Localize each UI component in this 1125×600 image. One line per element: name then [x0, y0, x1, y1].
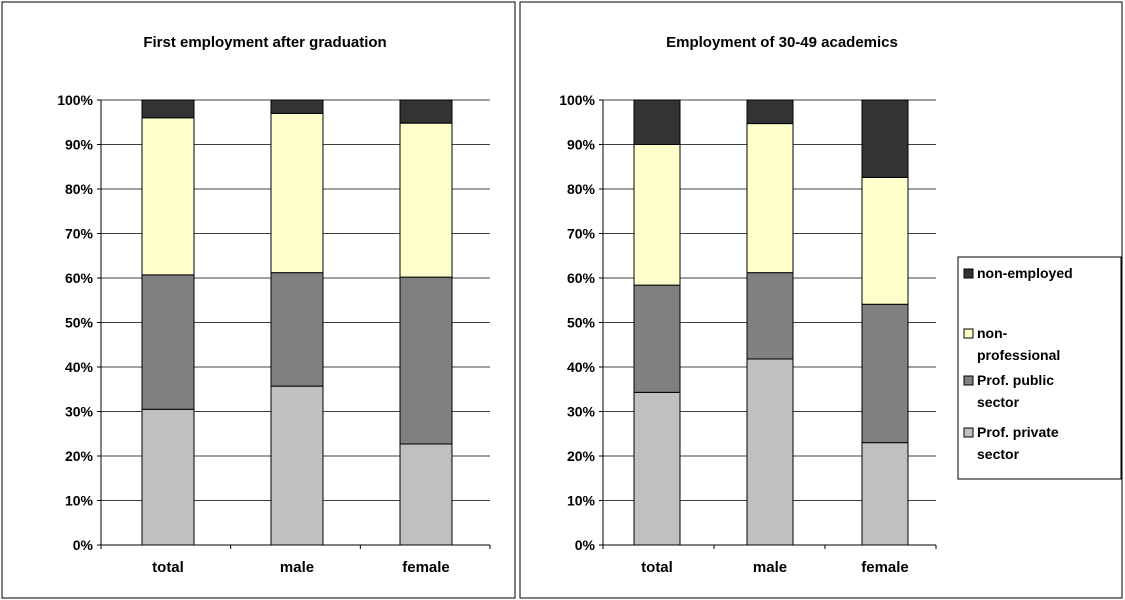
legend-label: Prof. public [977, 372, 1054, 388]
x-category-label: female [861, 559, 909, 576]
bar-segment-non-professional [270, 112, 324, 274]
bar-segment-prof-public [861, 303, 909, 444]
bar-segment-non-employed [633, 99, 681, 145]
y-tick-label: 80% [65, 181, 94, 197]
y-tick-label: 30% [65, 404, 94, 420]
legend-swatch-non-employed [963, 268, 974, 279]
y-tick-label: 60% [65, 270, 94, 286]
legend-label: non-employed [977, 265, 1073, 281]
bar-segment-non-employed [746, 99, 794, 125]
y-tick-label: 50% [567, 315, 596, 331]
y-tick-label: 30% [567, 404, 596, 420]
y-tick-label: 0% [73, 537, 94, 553]
bar-segment-non-professional [633, 144, 681, 286]
legend-box [957, 256, 1122, 480]
legend: non-employed non-professional Prof. public… [957, 256, 1122, 480]
y-tick-label: 70% [65, 226, 94, 242]
y-tick-label: 10% [65, 493, 94, 509]
x-category-label: male [280, 559, 314, 576]
x-category-label: total [152, 559, 184, 576]
legend-label: professional [977, 347, 1060, 363]
legend-label: Prof. private [977, 424, 1059, 440]
legend-label: sector [977, 394, 1020, 410]
bar-segment-prof-private [399, 443, 453, 546]
chart-2-plot-area: 0% 10% 20% 30% 40% 50% 60% 70% 80% 90% 100% total ma… [559, 92, 937, 576]
y-tick-label: 90% [567, 137, 596, 153]
bar-segment-non-professional [861, 176, 909, 305]
bar-segment-prof-private [861, 442, 909, 546]
legend-swatch-prof-private [963, 427, 974, 438]
y-tick-label: 40% [567, 359, 596, 375]
y-tick-label: 80% [567, 181, 596, 197]
bar-segment-non-professional [141, 117, 195, 276]
bar-segment-prof-private [746, 358, 794, 546]
y-tick-label: 20% [567, 448, 596, 464]
chart-1-title: First employment after graduation [143, 34, 386, 51]
bar-segment-non-employed [399, 99, 453, 124]
chart-2-title: Employment of 30-49 academics [666, 34, 898, 51]
y-tick-label: 70% [567, 226, 596, 242]
y-tick-label: 20% [65, 448, 94, 464]
bar-segment-non-employed [861, 99, 909, 178]
bar-segment-prof-public [633, 284, 681, 393]
y-tick-label: 100% [559, 92, 595, 108]
bar-segment-prof-public [270, 272, 324, 387]
legend-swatch-non-professional [963, 328, 974, 339]
y-tick-label: 40% [65, 359, 94, 375]
bar-segment-prof-public [141, 274, 195, 410]
y-tick-label: 50% [65, 315, 94, 331]
bar-segment-prof-private [141, 408, 195, 546]
y-tick-label: 10% [567, 493, 596, 509]
bar-segment-non-employed [141, 99, 195, 119]
x-category-label: female [402, 559, 450, 576]
legend-label: non- [977, 325, 1008, 341]
bar-segment-prof-public [746, 272, 794, 360]
bar-segment-non-professional [746, 123, 794, 274]
y-tick-label: 0% [575, 537, 596, 553]
y-tick-label: 90% [65, 137, 94, 153]
bar-segment-prof-private [633, 391, 681, 546]
y-tick-label: 100% [57, 92, 93, 108]
bar-segment-non-professional [399, 122, 453, 278]
legend-swatch-prof-public [963, 375, 974, 386]
y-tick-label: 60% [567, 270, 596, 286]
legend-label: sector [977, 446, 1020, 462]
chart-1-plot-area: 0% 10% 20% 30% 40% 50% 60% 70% 80% 90% 100% total ma… [57, 92, 491, 576]
x-category-label: male [753, 559, 787, 576]
bar-segment-non-employed [270, 99, 324, 114]
bar-segment-prof-private [270, 385, 324, 546]
x-category-label: total [641, 559, 673, 576]
bar-segment-prof-public [399, 276, 453, 445]
